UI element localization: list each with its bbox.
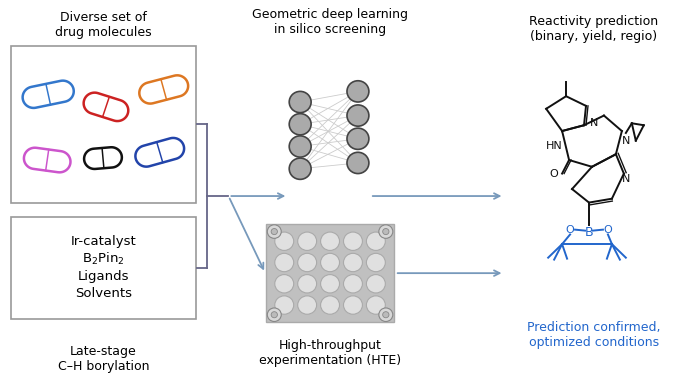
Text: N: N: [622, 174, 630, 184]
Circle shape: [267, 308, 282, 321]
Bar: [12, 46, 196, 202]
Circle shape: [366, 253, 386, 272]
PathPatch shape: [136, 138, 184, 167]
Circle shape: [366, 296, 386, 314]
Text: Geometric deep learning
in silico screening: Geometric deep learning in silico screen…: [252, 8, 408, 36]
Circle shape: [321, 296, 340, 314]
Text: Prediction confirmed,
optimized conditions: Prediction confirmed, optimized conditio…: [527, 321, 661, 349]
Circle shape: [343, 232, 362, 251]
Text: Ir-catalyst: Ir-catalyst: [71, 235, 136, 248]
Circle shape: [298, 253, 316, 272]
Circle shape: [347, 81, 369, 102]
Text: High-throughput
experimentation (HTE): High-throughput experimentation (HTE): [259, 339, 401, 367]
Text: Solvents: Solvents: [75, 287, 132, 300]
Circle shape: [275, 232, 294, 251]
PathPatch shape: [84, 92, 128, 121]
Circle shape: [289, 136, 311, 157]
Circle shape: [343, 275, 362, 293]
Text: B: B: [585, 226, 593, 239]
Circle shape: [271, 312, 277, 318]
PathPatch shape: [24, 148, 71, 172]
Circle shape: [289, 114, 311, 135]
Circle shape: [267, 225, 282, 238]
Bar: [12, 217, 196, 319]
Circle shape: [343, 296, 362, 314]
Circle shape: [321, 232, 340, 251]
Circle shape: [379, 225, 393, 238]
Circle shape: [275, 296, 294, 314]
Text: O: O: [603, 225, 612, 235]
Circle shape: [366, 275, 386, 293]
Circle shape: [275, 275, 294, 293]
Circle shape: [366, 232, 386, 251]
Text: Reactivity prediction
(binary, yield, regio): Reactivity prediction (binary, yield, re…: [530, 15, 658, 43]
Text: O: O: [566, 225, 575, 235]
Circle shape: [383, 229, 389, 235]
Circle shape: [298, 275, 316, 293]
PathPatch shape: [139, 75, 188, 103]
Text: Ligands: Ligands: [77, 269, 129, 283]
Text: Diverse set of
drug molecules: Diverse set of drug molecules: [55, 11, 152, 39]
Text: N: N: [590, 118, 598, 128]
Circle shape: [347, 152, 369, 174]
Circle shape: [321, 275, 340, 293]
Circle shape: [275, 253, 294, 272]
Circle shape: [271, 229, 277, 235]
Text: N: N: [622, 136, 630, 146]
Text: O: O: [550, 169, 558, 179]
Text: HN: HN: [546, 141, 562, 152]
Circle shape: [289, 91, 311, 113]
Circle shape: [321, 253, 340, 272]
Text: $\mathrm{B_2Pin_2}$: $\mathrm{B_2Pin_2}$: [82, 251, 125, 267]
PathPatch shape: [23, 81, 74, 108]
Circle shape: [379, 308, 393, 321]
Circle shape: [347, 105, 369, 126]
Circle shape: [347, 128, 369, 149]
Circle shape: [383, 312, 389, 318]
Circle shape: [298, 232, 316, 251]
Circle shape: [298, 296, 316, 314]
PathPatch shape: [84, 147, 122, 169]
Text: Late-stage
C–H borylation: Late-stage C–H borylation: [58, 345, 149, 373]
Circle shape: [289, 158, 311, 179]
Bar: [266, 224, 394, 323]
Circle shape: [343, 253, 362, 272]
